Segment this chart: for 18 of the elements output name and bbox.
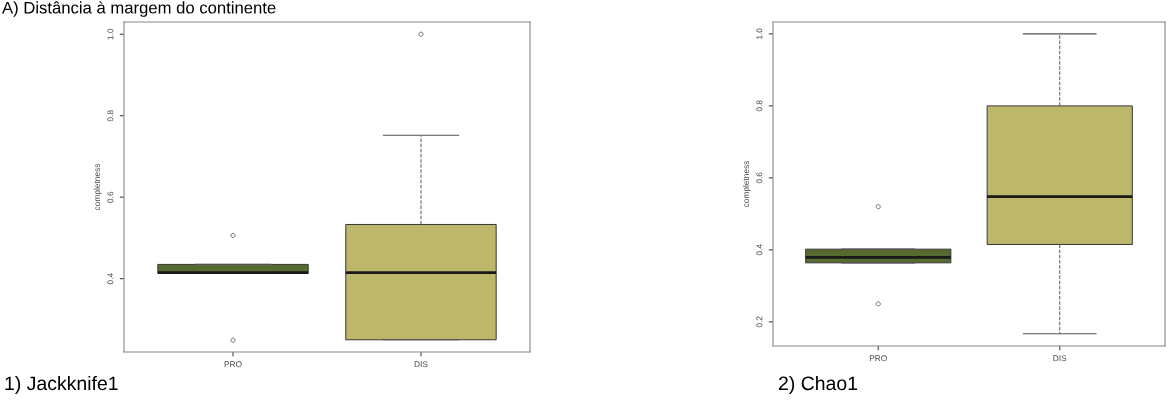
text: A) Distância à margem do continente: [2, 1, 276, 17]
y-tick-label: 0.6: [756, 172, 763, 184]
y-tick-label: 0.8: [756, 100, 763, 112]
y-tick-label: 0.6: [107, 191, 114, 203]
y-tick-label: 0.2: [756, 316, 763, 328]
x-tick-label: PRO: [224, 361, 242, 368]
y-axis-title: completness: [93, 163, 102, 211]
y-axis-title: completness: [742, 160, 751, 208]
text: 2) Chao1: [778, 375, 858, 395]
text: 1) Jackknife1: [5, 375, 118, 395]
x-tick-label: DIS: [414, 361, 428, 368]
y-tick-label: 0.8: [107, 110, 114, 122]
x-tick-label: DIS: [1053, 355, 1067, 362]
x-tick-label: PRO: [869, 355, 887, 362]
y-tick-label: 1.0: [107, 28, 114, 40]
y-tick-label: 0.4: [756, 244, 763, 256]
y-tick-label: 1.0: [756, 28, 763, 40]
y-tick-label: 0.4: [107, 273, 114, 285]
